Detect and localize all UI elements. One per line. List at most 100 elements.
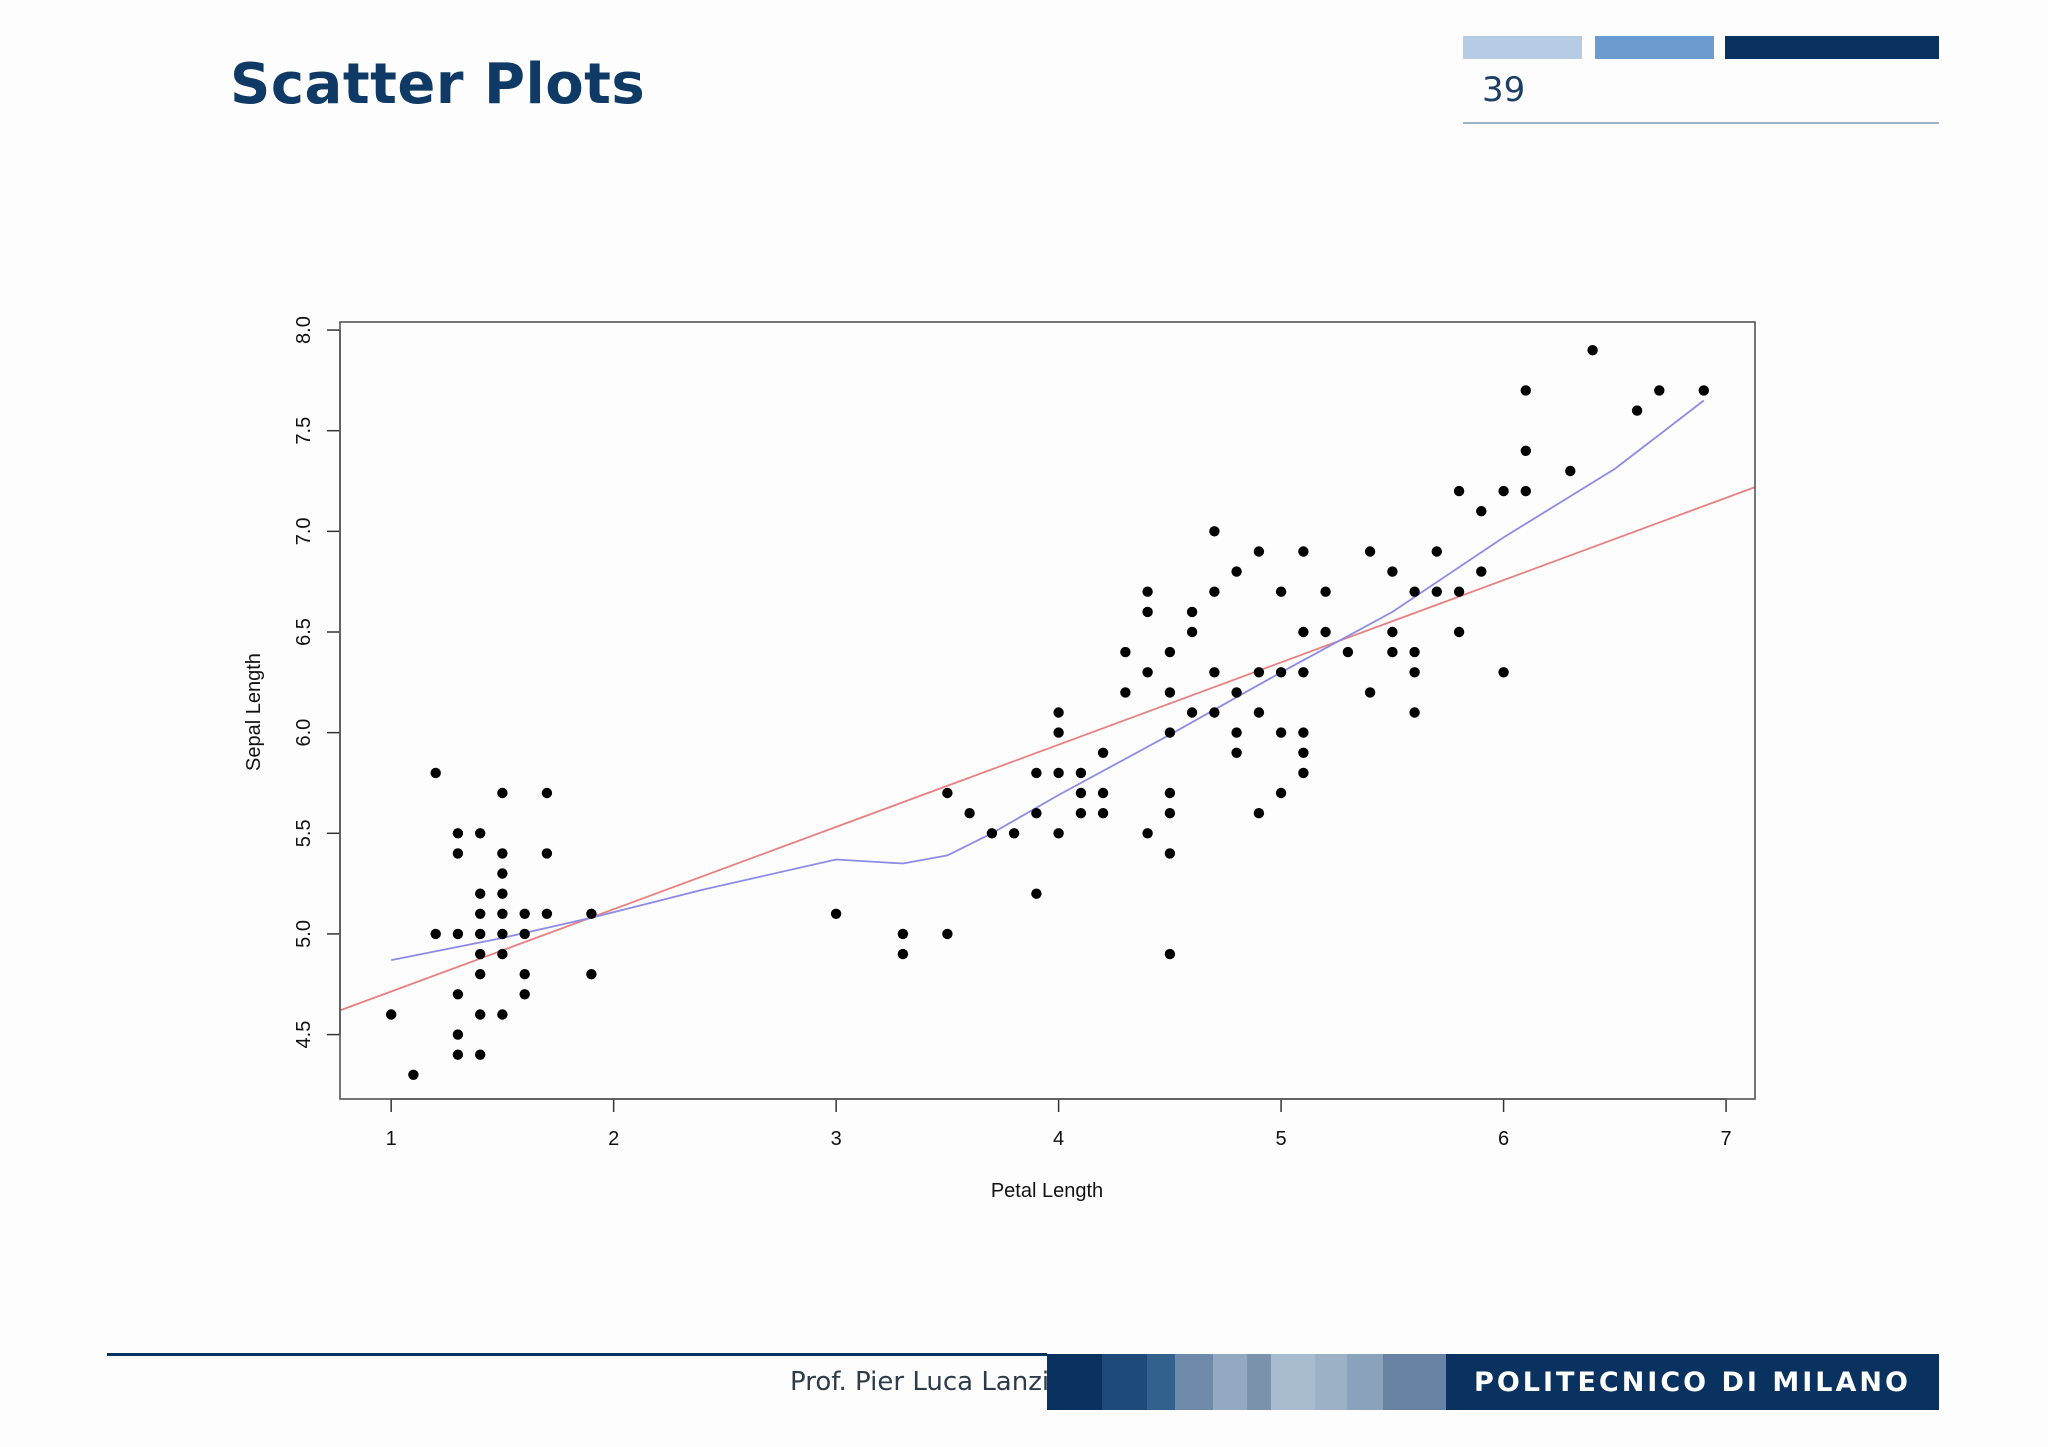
data-point [497, 1009, 508, 1020]
data-point [1231, 747, 1242, 758]
data-point [1209, 586, 1220, 597]
data-point [408, 1069, 419, 1081]
data-point [1431, 586, 1443, 597]
data-point [497, 928, 508, 940]
data-point [519, 928, 530, 940]
data-point [1053, 727, 1064, 738]
data-point [475, 1049, 486, 1060]
data-point [1453, 586, 1465, 597]
data-point [1253, 808, 1265, 819]
data-point [452, 928, 464, 940]
data-point [1631, 405, 1643, 416]
y-tick-label: 4.5 [293, 1021, 315, 1049]
data-point [452, 828, 464, 839]
data-point [1476, 506, 1487, 517]
data-point [430, 928, 441, 940]
x-tick-label: 2 [608, 1128, 619, 1150]
data-point [1031, 888, 1042, 899]
data-point [1164, 808, 1176, 819]
footer-author: Prof. Pier Luca Lanzi [790, 1367, 1050, 1397]
data-point [1298, 767, 1309, 779]
data-point [1409, 586, 1420, 597]
data-point [1298, 626, 1309, 638]
data-point [1031, 767, 1042, 779]
data-point [1097, 787, 1109, 799]
data-point [1409, 707, 1420, 718]
y-tick-label: 6.0 [293, 719, 315, 747]
data-point [1097, 808, 1109, 819]
data-point [1275, 787, 1287, 799]
page-number: 39 [1482, 70, 1526, 110]
data-point [1387, 626, 1398, 638]
data-point [1142, 667, 1153, 678]
header-bar-dark [1725, 36, 1939, 59]
y-tick-label: 5.5 [293, 819, 315, 847]
data-point [1520, 445, 1532, 456]
fit-lines [339, 399, 1756, 1012]
data-point [452, 848, 464, 859]
data-point [1164, 646, 1176, 658]
data-point [475, 948, 486, 960]
data-point [1409, 646, 1420, 658]
x-tick-label: 6 [1498, 1128, 1509, 1150]
data-point [1120, 646, 1131, 658]
data-point [1008, 828, 1020, 839]
footer-strip-segment [1271, 1354, 1315, 1410]
data-point [452, 1049, 464, 1060]
data-point [1387, 566, 1398, 577]
data-point [1320, 586, 1331, 597]
data-point [1164, 948, 1176, 960]
x-tick-label: 5 [1276, 1128, 1287, 1150]
data-point [586, 969, 597, 980]
footer-strip-segment [1047, 1354, 1102, 1410]
data-point [897, 948, 909, 960]
data-point [1253, 546, 1265, 557]
data-point [1231, 727, 1242, 738]
data-point [964, 808, 975, 819]
header-bar-light [1463, 36, 1582, 59]
footer-rule [107, 1353, 1047, 1356]
footer-strip-segment [1213, 1354, 1247, 1410]
data-point [1698, 385, 1710, 396]
data-point [1298, 546, 1309, 557]
data-point [1253, 707, 1265, 718]
data-point [1654, 385, 1665, 396]
data-point [1364, 687, 1376, 698]
footer-strip-segment [1247, 1354, 1271, 1410]
data-point [475, 888, 486, 899]
data-point [475, 928, 486, 940]
data-point [497, 888, 508, 899]
data-point [986, 828, 998, 839]
data-point [1275, 727, 1287, 738]
data-point [1231, 687, 1242, 698]
data-point [519, 989, 530, 1000]
y-axis-label: Sepal Length [243, 653, 265, 771]
data-point [475, 969, 486, 980]
footer-strip-segment [1383, 1354, 1446, 1410]
data-point [1231, 566, 1242, 577]
data-point [1498, 667, 1509, 678]
data-point [897, 928, 909, 940]
data-point [541, 908, 553, 919]
data-point [497, 908, 508, 919]
y-tick-label: 6.5 [293, 618, 315, 646]
data-point [1453, 626, 1465, 638]
data-point [1320, 626, 1331, 638]
footer-strip-segment [1102, 1354, 1147, 1410]
footer-strip-segment [1315, 1354, 1347, 1410]
data-point [475, 828, 486, 839]
institution-logo: POLITECNICO DI MILANO [1446, 1354, 1939, 1410]
data-point [541, 787, 553, 799]
data-point [1053, 828, 1064, 839]
data-point [1498, 485, 1509, 497]
data-point [519, 908, 530, 919]
data-point [1520, 385, 1532, 396]
data-point [1476, 566, 1487, 577]
header-rule [1463, 122, 1939, 124]
data-point [1075, 767, 1087, 779]
data-point [1075, 808, 1087, 819]
data-point [830, 908, 842, 919]
data-point [541, 848, 553, 859]
footer-color-strip [1047, 1354, 1446, 1410]
footer-strip-segment [1175, 1354, 1213, 1410]
